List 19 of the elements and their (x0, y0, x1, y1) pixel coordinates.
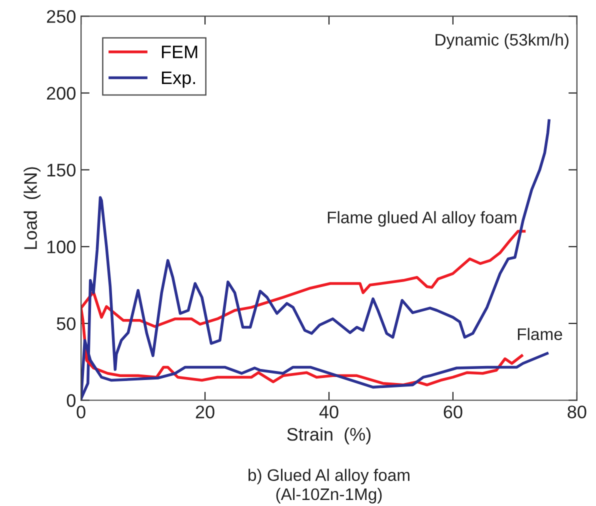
x-tick-label: 40 (319, 406, 338, 418)
y-tick-label: 50 (56, 317, 76, 330)
y-tick-label: 150 (47, 164, 76, 177)
y-tick-label: 100 (47, 240, 76, 254)
x-axis-title: Strain (%) (287, 427, 371, 444)
legend-label: Exp. (162, 72, 195, 88)
legend-label: FEM (162, 46, 198, 58)
x-tick-label: 80 (568, 406, 586, 418)
x-tick-label: 0 (76, 406, 86, 418)
x-tick-label: 60 (444, 406, 462, 418)
x-tick-label: 20 (196, 406, 214, 418)
text: b) Glued Al alloy foam (Al-10Zn-1Mg) (248, 468, 410, 504)
annotation: Flame glued Al alloy foam (328, 211, 516, 227)
annotation: Flame (518, 328, 562, 340)
y-tick-label: 0 (66, 394, 76, 407)
y-tick-label: 250 (46, 10, 76, 23)
y-axis-title: Load (kN) (24, 167, 41, 249)
y-tick-label: 200 (46, 86, 76, 100)
annotation: Dynamic (53km/h) (436, 33, 568, 50)
